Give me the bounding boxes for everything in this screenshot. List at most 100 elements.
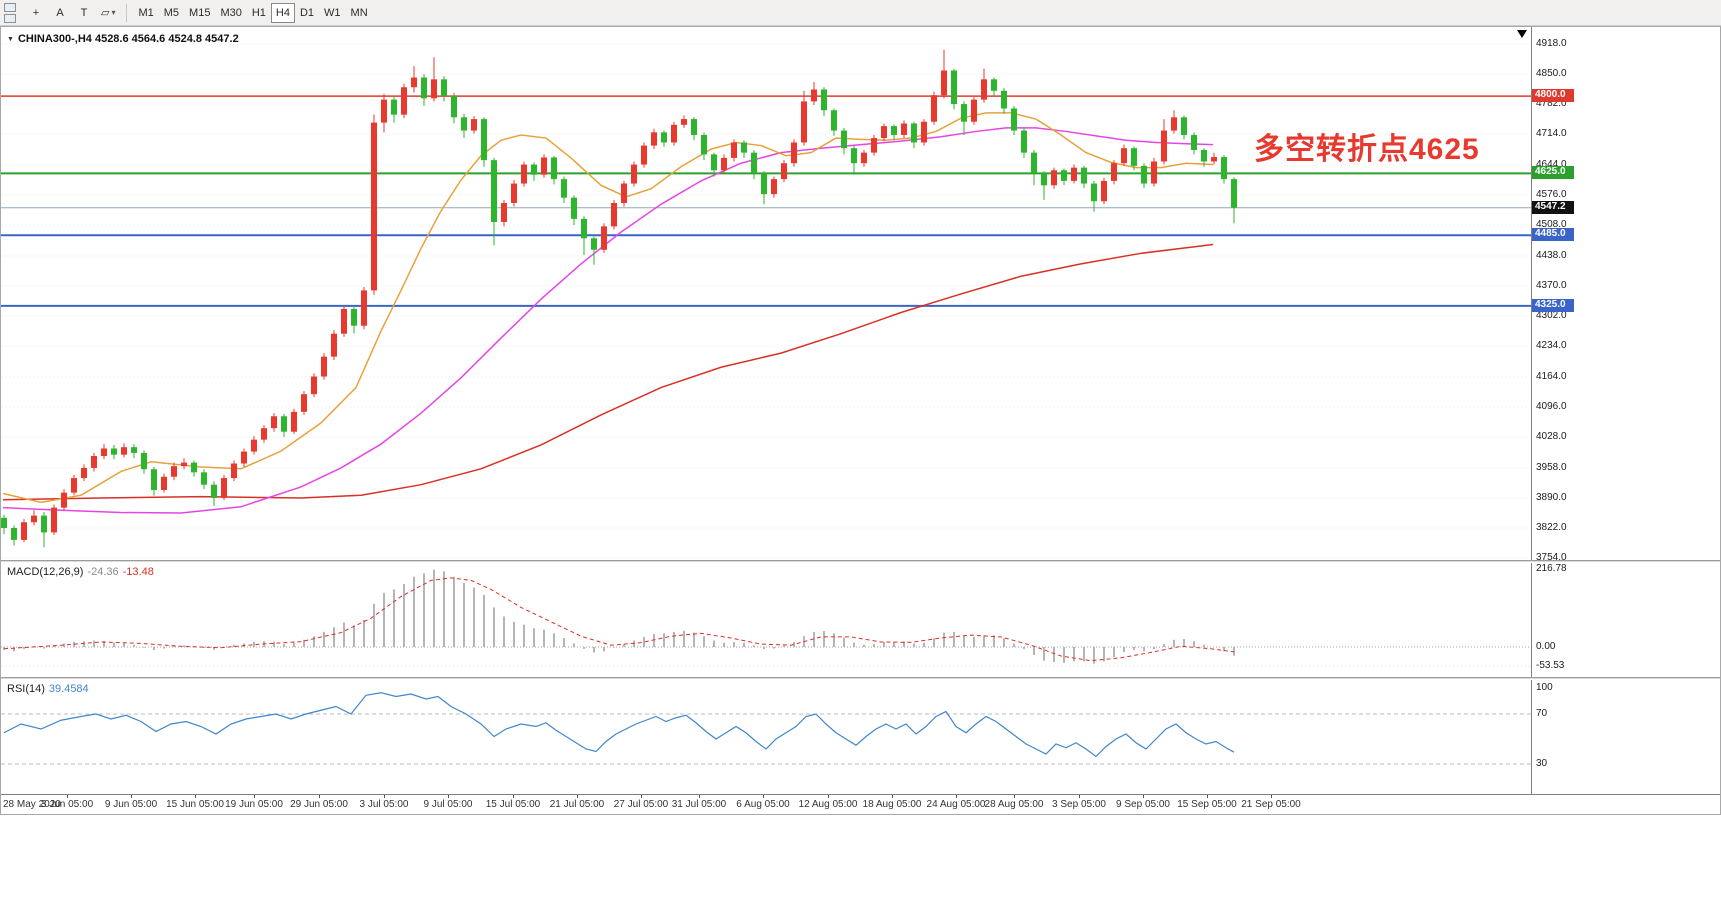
rsi-label: RSI(14) 39.4584 [7, 683, 89, 695]
chart-list-icon[interactable] [4, 13, 16, 23]
macd-histogram [3, 569, 1235, 664]
main-price-chart[interactable] [1, 27, 1720, 560]
symbol-ohlc-text: CHINA300-,H4 4528.6 4564.6 4524.8 4547.2 [17, 33, 239, 45]
macd-main-value: -24.36 [87, 566, 119, 578]
macd-label: MACD(12,26,9) -24.36 -13.48 [7, 566, 154, 578]
time-axis-tick [319, 795, 320, 798]
time-axis-tick [513, 795, 514, 798]
time-axis-label: 29 Jun 05:00 [290, 799, 348, 810]
autoscroll-triangle-icon[interactable] [1517, 30, 1527, 38]
time-axis-label: 24 Aug 05:00 [926, 799, 986, 810]
new-chart-icon[interactable] [4, 2, 16, 12]
chart-window: ▼ CHINA300-,H4 4528.6 4564.6 4524.8 4547… [0, 26, 1721, 815]
time-axis-label: 3 Jun 05:00 [40, 799, 94, 810]
time-axis-tick [956, 795, 957, 798]
time-axis-tick [67, 795, 68, 798]
pane-splitter[interactable] [1, 560, 1720, 563]
timeframe-h1-button[interactable]: H1 [251, 6, 266, 19]
rsi-axis-label: 70 [1536, 708, 1548, 719]
chart-header: ▼ CHINA300-,H4 4528.6 4564.6 4524.8 4547… [7, 33, 239, 45]
time-axis-label: 12 Aug 05:00 [798, 799, 858, 810]
rsi-value: 39.4584 [48, 683, 89, 695]
price-axis-label: 4234.0 [1536, 340, 1567, 352]
time-axis-label: 9 Jul 05:00 [423, 799, 473, 810]
timeframe-w1-button[interactable]: W1 [324, 6, 341, 19]
price-axis-label: 4576.0 [1536, 189, 1567, 201]
price-axis[interactable]: 4918.0 4850.0 4782.0 4714.0 4644.0 4576.0 4508… [1531, 27, 1720, 794]
time-axis-tick [577, 795, 578, 798]
time-axis-tick [699, 795, 700, 798]
time-axis-tick [1271, 795, 1272, 798]
macd-signal-line [3, 577, 1235, 662]
candlesticks [1, 49, 1237, 548]
time-axis-label: 3 Sep 05:00 [1052, 799, 1106, 810]
timeframe-m1-button[interactable]: M1 [138, 6, 154, 19]
price-axis-label: 4028.0 [1536, 431, 1567, 442]
symbol-dropdown-icon[interactable]: ▼ [7, 35, 14, 43]
price-badge: 4325.0 [1532, 298, 1574, 312]
macd-axis-label: -53.53 [1536, 660, 1565, 672]
time-axis-label: 3 Jul 05:00 [359, 799, 409, 810]
time-axis-label: 21 Sep 05:00 [1241, 799, 1301, 810]
time-axis-label: 27 Jul 05:00 [613, 799, 669, 810]
time-axis-label: 15 Jun 05:00 [166, 799, 224, 810]
time-axis-tick [254, 795, 255, 798]
price-axis-label: 4438.0 [1536, 249, 1567, 261]
timeframe-m15-button[interactable]: M15 [189, 6, 211, 19]
price-axis-label: 4370.0 [1536, 279, 1567, 291]
time-axis-tick [892, 795, 893, 798]
dropdown-caret-icon: ▾ [111, 8, 116, 17]
timeframe-d1-button[interactable]: D1 [299, 6, 315, 19]
drawing-tool-buttons: + A T ▱ ▾ [24, 3, 120, 23]
price-gridlines [1, 43, 1531, 559]
price-badge: 4485.0 [1532, 228, 1574, 242]
time-axis-label: 28 May 2020 [3, 799, 61, 810]
price-axis-label: 4508.0 [1536, 219, 1567, 231]
price-axis-label: 4918.0 [1536, 38, 1567, 49]
toolbar-shapes-button[interactable]: ▱ ▾ [101, 7, 116, 19]
timeframe-buttons: M1 M5 M15 M30 H1 H4 D1 W1 MN [133, 2, 372, 23]
price-axis-label: 3890.0 [1536, 491, 1567, 503]
horizontal-level-lines[interactable] [1, 95, 1531, 307]
time-axis-tick [384, 795, 385, 798]
price-axis-label: 3822.0 [1536, 521, 1567, 533]
macd-indicator-pane[interactable] [1, 563, 1720, 677]
macd-name: MACD(12,26,9) [7, 566, 84, 578]
toolbar: + A T ▱ ▾ M1 M5 M15 M30 H1 H4 D1 W1 MN [0, 0, 1721, 26]
timeframe-m30-button[interactable]: M30 [220, 6, 242, 19]
time-axis-label: 9 Sep 05:00 [1116, 799, 1170, 810]
time-axis-tick [1207, 795, 1208, 798]
rsi-indicator-pane[interactable] [1, 680, 1720, 794]
price-badge: 4800.0 [1532, 89, 1574, 103]
timeframe-m5-button[interactable]: M5 [163, 6, 180, 19]
time-axis-tick [828, 795, 829, 798]
toolbar-annotation-a-button[interactable]: A [56, 6, 64, 19]
timeframe-h4-button[interactable]: H4 [270, 2, 295, 23]
time-axis[interactable]: 28 May 2020 3 Jun 05:00 9 Jun 05:00 15 Jun … [1, 794, 1720, 813]
ma-slow-red-line [2, 243, 1214, 501]
time-axis-label: 15 Sep 05:00 [1177, 799, 1237, 810]
toolbar-left-strip [4, 2, 16, 23]
rsi-name: RSI(14) [7, 683, 45, 695]
price-axis-label: 3958.0 [1536, 461, 1567, 473]
pane-splitter[interactable] [1, 677, 1720, 680]
time-axis-tick [131, 795, 132, 798]
time-axis-label: 6 Aug 05:00 [736, 799, 790, 810]
toolbar-separator [126, 3, 128, 22]
time-axis-label: 15 Jul 05:00 [485, 799, 541, 810]
rsi-line [3, 692, 1235, 758]
price-axis-label: 4644.0 [1536, 158, 1567, 170]
price-axis-label: 4850.0 [1536, 68, 1567, 80]
toolbar-crosshair-button[interactable]: + [32, 6, 40, 19]
rsi-axis-label: 30 [1536, 758, 1548, 769]
time-axis-tick [763, 795, 764, 798]
price-axis-label: 4782.0 [1536, 98, 1567, 110]
macd-axis-label: 0.00 [1536, 641, 1556, 652]
ma-mid-magenta-line [2, 127, 1214, 514]
time-axis-tick [1143, 795, 1144, 798]
time-axis-label: 21 Jul 05:00 [549, 799, 605, 810]
time-axis-label: 18 Aug 05:00 [862, 799, 922, 810]
time-axis-label: 28 Aug 05:00 [984, 799, 1044, 810]
toolbar-text-button[interactable]: T [80, 6, 88, 19]
timeframe-mn-button[interactable]: MN [350, 6, 368, 19]
